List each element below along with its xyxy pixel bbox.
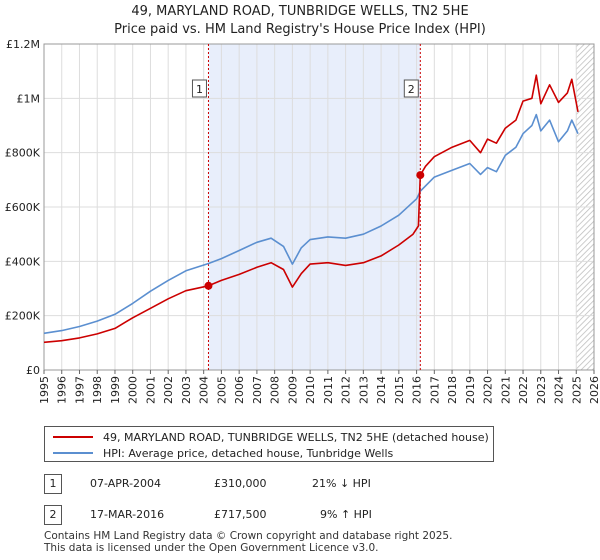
transaction-row: 1 07-APR-2004 £310,000 21% ↓ HPI: [44, 474, 564, 496]
footer-copyright: Contains HM Land Registry data © Crown c…: [44, 530, 453, 542]
x-tick-label: 2008: [269, 376, 282, 404]
footer: Contains HM Land Registry data © Crown c…: [44, 530, 452, 554]
sale-point: [416, 171, 425, 180]
x-tick-label: 2026: [588, 376, 600, 404]
x-tick-label: 1999: [109, 376, 122, 404]
sale-point: [204, 281, 213, 290]
transaction-hpi-change: 21% ↓ HPI: [312, 477, 371, 490]
x-tick-label: 2006: [233, 376, 246, 404]
x-tick-label: 1995: [38, 376, 51, 404]
legend-label-hpi: HPI: Average price, detached house, Tunb…: [103, 446, 394, 460]
chart-title-line-2: Price paid vs. HM Land Registry's House …: [114, 22, 486, 37]
transaction-row: 2 17-MAR-2016 £717,500 9% ↑ HPI: [44, 505, 564, 527]
x-tick-label: 2005: [215, 376, 228, 404]
x-tick-label: 2010: [304, 376, 317, 404]
x-tick-label: 2023: [535, 376, 548, 404]
legend-swatch-hpi: [53, 452, 93, 454]
x-tick-label: 2012: [340, 376, 353, 404]
y-tick-label: £600K: [5, 201, 41, 214]
transaction-label: 2: [408, 83, 415, 96]
x-tick-label: 1998: [91, 376, 104, 404]
transaction-hpi-change: 9% ↑ HPI: [320, 508, 372, 521]
y-tick-label: £400K: [5, 255, 41, 268]
transaction-label-box: [403, 79, 419, 98]
transaction-price: £717,500: [214, 508, 267, 521]
y-tick-label: £1M: [17, 92, 41, 105]
legend-item-hpi: HPI: Average price, detached house, Tunb…: [53, 445, 393, 461]
x-tick-label: 2007: [251, 376, 264, 404]
legend-item-property: 49, MARYLAND ROAD, TUNBRIDGE WELLS, TN2 …: [53, 429, 489, 445]
x-tick-label: 2014: [375, 376, 388, 404]
x-tick-label: 2024: [553, 376, 566, 404]
property-price-line: [43, 74, 579, 344]
x-tick-label: 2020: [482, 376, 495, 404]
y-tick-label: £200K: [5, 310, 41, 323]
legend-label-property: 49, MARYLAND ROAD, TUNBRIDGE WELLS, TN2 …: [103, 430, 489, 444]
chart-title-line-1: 49, MARYLAND ROAD, TUNBRIDGE WELLS, TN2 …: [131, 4, 469, 19]
plot-frame: [43, 43, 595, 371]
x-tick-label: 2018: [446, 376, 459, 404]
legend: 49, MARYLAND ROAD, TUNBRIDGE WELLS, TN2 …: [44, 426, 494, 462]
transaction-label: 1: [196, 83, 203, 96]
x-tick-label: 2004: [198, 376, 211, 404]
x-tick-label: 2016: [411, 376, 424, 404]
x-tick-label: 2013: [357, 376, 370, 404]
x-tick-label: 2022: [517, 376, 530, 404]
x-tick-label: 2015: [393, 376, 406, 404]
x-tick-label: 2002: [162, 376, 175, 404]
x-tick-label: 2009: [286, 376, 299, 404]
transaction-label-box: [191, 79, 207, 98]
y-tick-label: £0: [26, 364, 40, 377]
x-tick-label: 2000: [127, 376, 140, 404]
x-tick-label: 1997: [73, 376, 86, 404]
x-tick-label: 2025: [570, 376, 583, 404]
transaction-price: £310,000: [214, 477, 267, 490]
transaction-number-badge: 2: [44, 505, 62, 525]
hpi-line: [43, 113, 579, 335]
x-tick-label: 2001: [144, 376, 157, 404]
x-tick-label: 2021: [499, 376, 512, 404]
x-tick-label: 2017: [428, 376, 441, 404]
legend-swatch-property: [53, 436, 93, 438]
x-tick-label: 2019: [464, 376, 477, 404]
transaction-date: 17-MAR-2016: [90, 508, 165, 521]
x-tick-label: 2003: [180, 376, 193, 404]
price-chart: £0 £200K £400K £600K £800K £1M £1.2M 1995 1996 19…: [5, 38, 600, 404]
y-tick-label: £1.2M: [6, 38, 40, 51]
y-tick-label: £800K: [5, 147, 41, 160]
transaction-date: 07-APR-2004: [90, 477, 162, 490]
footer-licence: This data is licensed under the Open Gov…: [44, 542, 379, 554]
transaction-number-badge: 1: [44, 474, 62, 494]
x-tick-label: 2011: [322, 376, 335, 404]
x-tick-label: 1996: [56, 376, 69, 404]
